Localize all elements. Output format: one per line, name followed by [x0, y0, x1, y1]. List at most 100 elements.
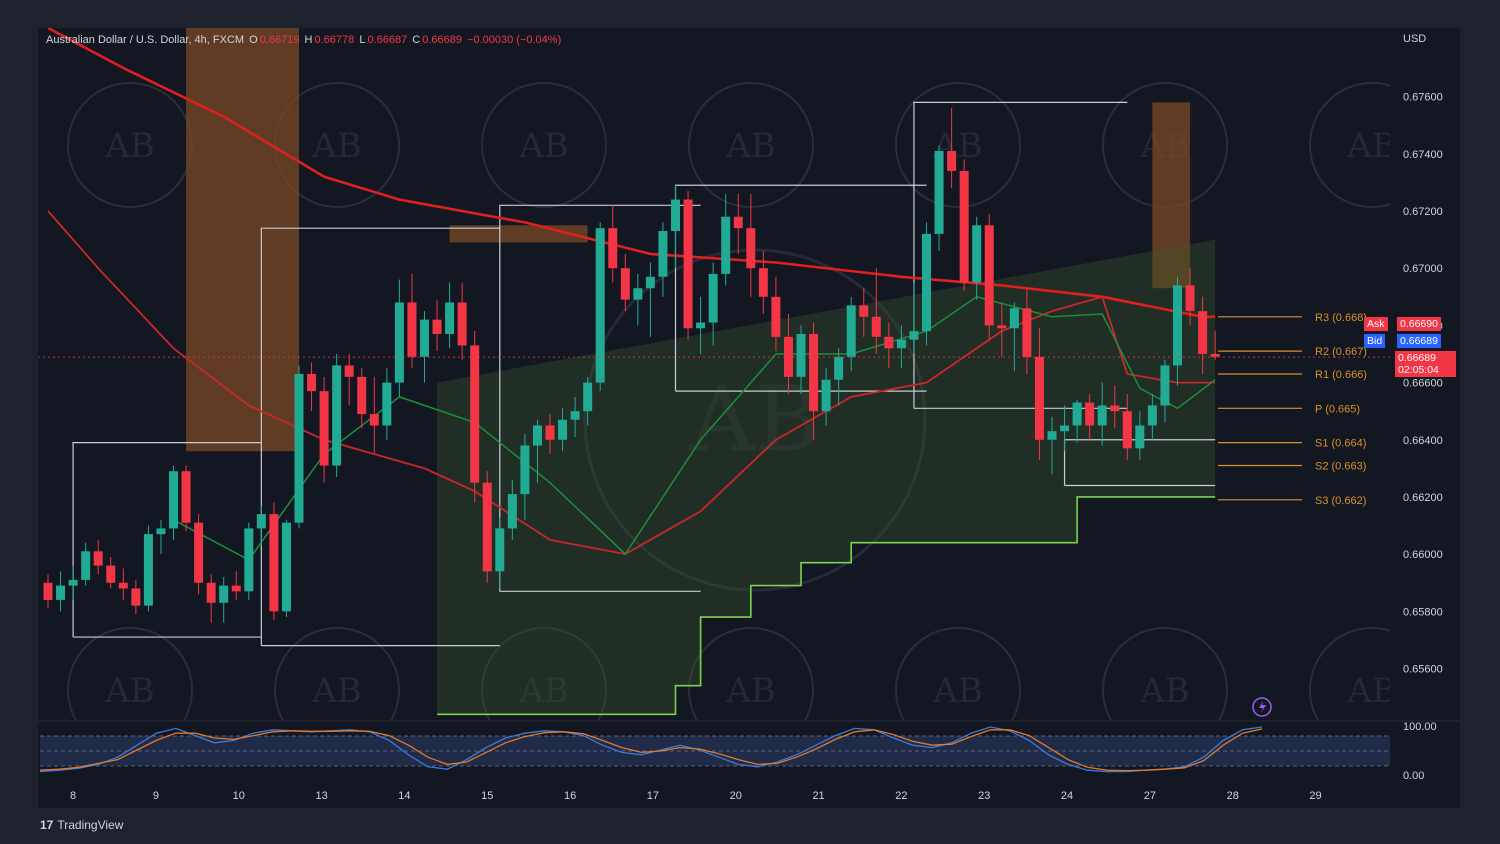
candle-body — [1085, 402, 1095, 426]
candle-body — [470, 345, 480, 483]
candle-body — [645, 276, 655, 289]
candle-body — [771, 296, 781, 337]
y-tick-label: 0.66000 — [1403, 549, 1443, 561]
candle-body — [997, 325, 1007, 329]
alert-icon[interactable] — [1252, 697, 1272, 717]
candle-body — [884, 336, 894, 349]
x-tick-label: 21 — [812, 790, 824, 802]
y-tick-label: 0.66200 — [1403, 492, 1443, 504]
candle-body — [746, 228, 756, 269]
candle-body — [1135, 425, 1145, 449]
tradingview-logo[interactable]: 17 TradingView — [40, 818, 123, 832]
watermark-seal — [688, 627, 814, 720]
stochastic-k-line — [39, 726, 1263, 773]
y-tick-label: 0.66400 — [1403, 435, 1443, 447]
pivot-level-label: P (0.665) — [1315, 403, 1360, 415]
candle-body — [859, 305, 869, 317]
candle-body — [1173, 285, 1182, 366]
pivot-level-label: S1 (0.664) — [1315, 438, 1366, 450]
candle-body — [620, 268, 630, 300]
x-tick-label: 13 — [315, 790, 327, 802]
candle-body — [1122, 411, 1132, 449]
high-label: H — [304, 34, 313, 46]
candle-body — [558, 419, 568, 440]
candle-body — [394, 302, 404, 383]
stochastic-tick-label: 100.00 — [1403, 721, 1437, 733]
candle-body — [106, 565, 116, 583]
pivot-level-label: S3 (0.662) — [1315, 495, 1366, 507]
x-tick-label: 27 — [1144, 790, 1156, 802]
candle-body — [369, 414, 379, 426]
candle-body — [934, 150, 944, 234]
watermark-text: AB — [1346, 671, 1397, 711]
x-tick-label: 29 — [1309, 790, 1321, 802]
candle-body — [169, 471, 178, 529]
last-price-value: 0.66689 — [1398, 352, 1436, 364]
tradingview-logo-text: TradingView — [57, 818, 124, 832]
candle-body — [922, 233, 931, 332]
y-tick-label: 0.66600 — [1403, 378, 1443, 390]
candle-body — [93, 551, 103, 566]
candle-body — [972, 225, 982, 283]
candle-body — [595, 228, 605, 383]
stochastic-tick-label: 0.00 — [1403, 770, 1424, 782]
y-tick-label: 0.65600 — [1403, 664, 1443, 676]
watermark-text: AB — [104, 126, 155, 166]
watermark-text: AB — [725, 126, 776, 166]
candle-body — [256, 514, 266, 529]
low-label: L — [359, 34, 366, 46]
candle-body — [206, 582, 216, 603]
close-label: C — [412, 34, 421, 46]
candle-body — [545, 425, 555, 440]
candle-body — [181, 471, 191, 523]
candle-body — [56, 585, 66, 600]
candle-body — [507, 494, 517, 529]
trailing-stop-line — [437, 496, 1216, 716]
candle-body — [1072, 402, 1082, 426]
close-value: 0.66689 — [422, 34, 462, 46]
candle-body — [68, 579, 78, 586]
range-box-top — [499, 204, 701, 592]
candle-body — [319, 391, 329, 466]
lightning-icon — [1259, 701, 1266, 713]
candle-body — [821, 379, 831, 412]
candle-body — [733, 216, 743, 229]
ask-value: 0.66690 — [1397, 317, 1441, 331]
watermark-seal — [481, 627, 607, 720]
x-tick-label: 17 — [647, 790, 659, 802]
watermark-seal — [67, 627, 193, 720]
watermark-seal — [1102, 627, 1228, 720]
watermark-seal — [481, 82, 607, 208]
watermark-text: AB — [1139, 671, 1190, 711]
candle-body — [495, 528, 505, 572]
candle-body — [81, 551, 91, 580]
stochastic-d-line — [39, 728, 1263, 772]
candle-body — [1034, 356, 1044, 440]
candle-body — [131, 588, 141, 606]
watermark-seal — [1309, 82, 1390, 208]
supply-zone — [1152, 102, 1191, 289]
candle-body — [846, 305, 856, 357]
candle-body — [708, 273, 718, 323]
candle-body — [809, 333, 819, 412]
candle-body — [671, 199, 680, 232]
watermark-seal — [274, 627, 400, 720]
candle-body — [696, 322, 706, 329]
candle-body — [231, 585, 241, 592]
candle-body — [1009, 308, 1019, 329]
currency-label: USD — [1403, 33, 1427, 45]
watermark-text: AB — [932, 671, 983, 711]
change-value: −0.00030 (−0.04%) — [467, 34, 562, 46]
x-tick-label: 24 — [1061, 790, 1073, 802]
watermark-text: AB — [1346, 126, 1397, 166]
candle-body — [1110, 405, 1120, 412]
candle-body — [608, 228, 618, 269]
y-tick-label: 0.67400 — [1403, 149, 1443, 161]
symbol-title[interactable]: Australian Dollar / U.S. Dollar, 4h, FXC… — [46, 34, 245, 46]
watermark-text: AB — [518, 126, 569, 166]
candle-body — [658, 231, 668, 277]
pivot-level-label: R3 (0.668) — [1315, 312, 1367, 324]
x-tick-label: 23 — [978, 790, 990, 802]
ask-label: Ask — [1364, 317, 1388, 331]
